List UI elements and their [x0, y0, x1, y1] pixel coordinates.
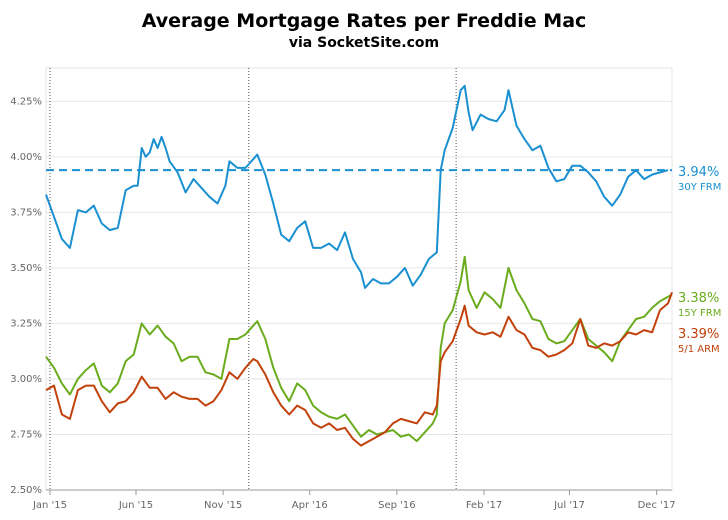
plot-area: [45, 67, 673, 491]
y-tick-label: 3.00%: [10, 374, 42, 385]
end-label-value: 3.38%: [678, 291, 719, 306]
end-label-name: 5/1 ARM: [678, 344, 720, 355]
x-tick-label: Jun '15: [118, 500, 153, 511]
y-tick-label: 3.50%: [10, 263, 42, 274]
series-line-5-1-arm: [45, 291, 673, 447]
x-tick-label: Feb '17: [466, 500, 502, 511]
y-tick-label: 2.75%: [10, 429, 42, 440]
x-tick-label: Dec '17: [638, 500, 676, 511]
y-tick-label: 2.50%: [10, 485, 42, 496]
end-label-value: 3.94%: [678, 165, 719, 180]
y-tick-label: 3.75%: [10, 207, 42, 218]
y-tick-label: 3.25%: [10, 318, 42, 329]
end-label-name: 30Y FRM: [678, 182, 721, 193]
x-tick-label: Apr '16: [292, 500, 328, 511]
y-tick-label: 4.25%: [10, 96, 42, 107]
chart-subtitle: via SocketSite.com: [288, 35, 440, 51]
series-line-30y-frm: [45, 84, 669, 289]
chart-title: Average Mortgage Rates per Freddie Mac: [141, 10, 587, 32]
series-line-15y-frm: [45, 255, 673, 443]
y-tick-label: 4.00%: [10, 152, 42, 163]
x-tick-label: Nov '15: [204, 500, 242, 511]
x-tick-label: Jul '17: [553, 500, 585, 511]
end-label-value: 3.39%: [678, 327, 719, 342]
x-tick-label: Jan '15: [32, 500, 67, 511]
end-label-name: 15Y FRM: [678, 308, 721, 319]
x-tick-label: Sep '16: [378, 500, 416, 511]
